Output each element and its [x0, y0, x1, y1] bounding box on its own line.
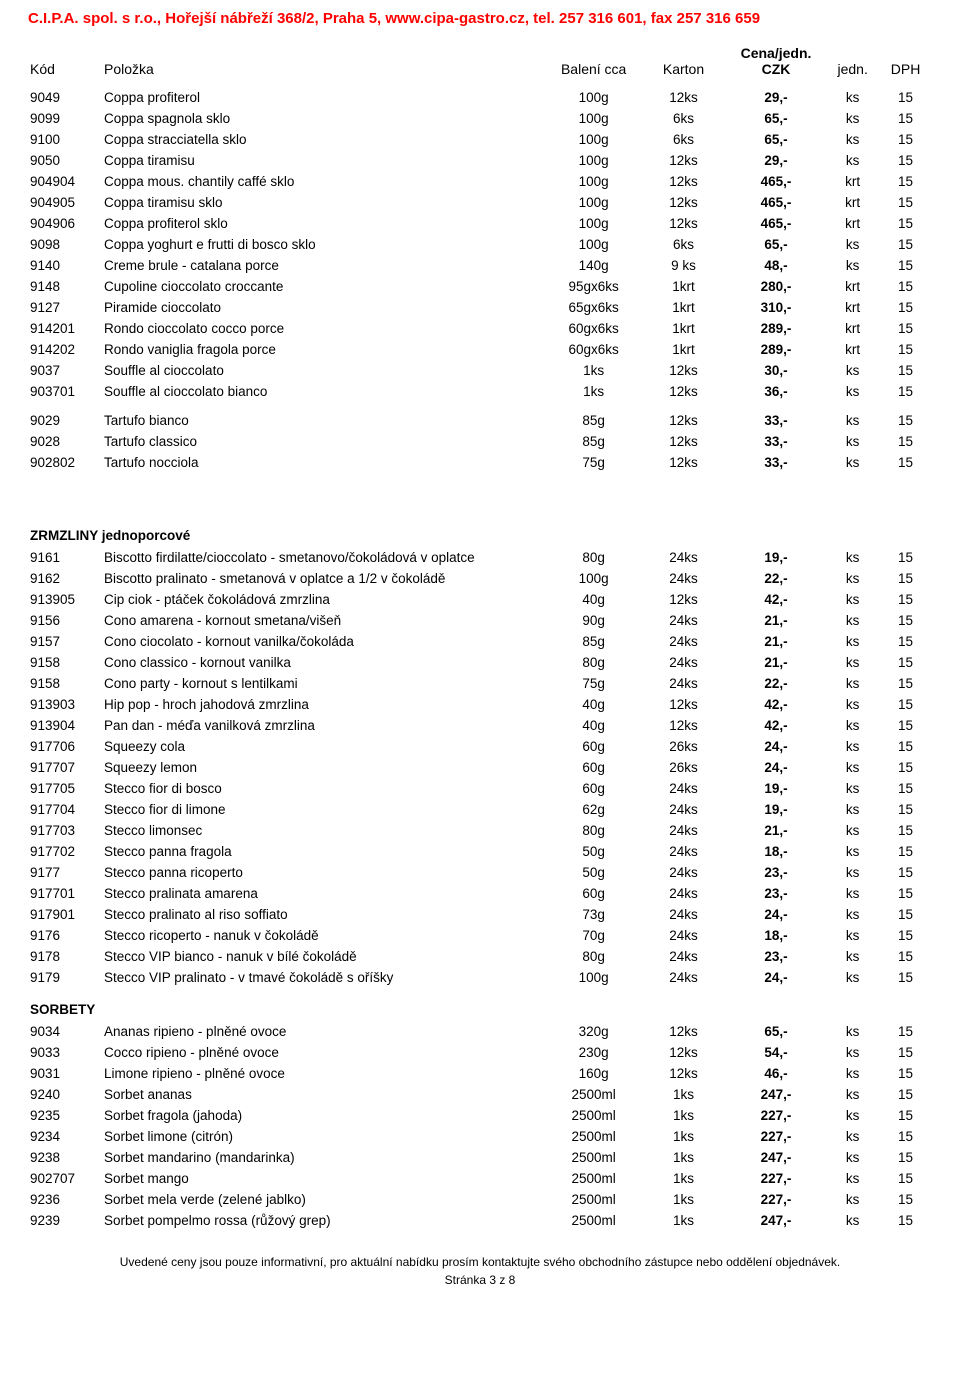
table-row: 917703Stecco limonsec80g24ks21,-ks15	[28, 820, 932, 841]
col-polozka: Položka	[102, 41, 546, 87]
table-row: 913904Pan dan - méďa vanilková zmrzlina4…	[28, 715, 932, 736]
table-row: 904904Coppa mous. chantily caffé sklo100…	[28, 171, 932, 192]
table-row: 9098Coppa yoghurt e frutti di bosco sklo…	[28, 234, 932, 255]
table-row: 9049Coppa profiterol100g12ks29,-ks15	[28, 87, 932, 108]
table-row: 914201Rondo cioccolato cocco porce60gx6k…	[28, 318, 932, 339]
table-row: 9162Biscotto pralinato - smetanová v opl…	[28, 568, 932, 589]
table-row: 903701Souffle al cioccolato bianco1ks12k…	[28, 381, 932, 402]
table-row: 9033Cocco ripieno - plněné ovoce230g12ks…	[28, 1042, 932, 1063]
table-row: 9177Stecco panna ricoperto50g24ks23,-ks1…	[28, 862, 932, 883]
table-row: 9234Sorbet limone (citrón)2500ml1ks227,-…	[28, 1126, 932, 1147]
table-row: 9028Tartufo classico85g12ks33,-ks15	[28, 431, 932, 452]
table-row: 917901Stecco pralinato al riso soffiato7…	[28, 904, 932, 925]
table-row: 9161Biscotto firdilatte/cioccolato - sme…	[28, 547, 932, 568]
table-row: 917701Stecco pralinata amarena60g24ks23,…	[28, 883, 932, 904]
col-jedn: jedn.	[826, 41, 879, 87]
table-row: 9178Stecco VIP bianco - nanuk v bílé čok…	[28, 946, 932, 967]
col-kod: Kód	[28, 41, 102, 87]
table-row: 9050Coppa tiramisu100g12ks29,-ks15	[28, 150, 932, 171]
price-table: Kód Položka Balení cca Karton Cena/jedn.…	[28, 41, 932, 1231]
table-row: 9176Stecco ricoperto - nanuk v čokoládě7…	[28, 925, 932, 946]
table-row: 913905Cip ciok - ptáček čokoládová zmrzl…	[28, 589, 932, 610]
footer-note: Uvedené ceny jsou pouze informativní, pr…	[28, 1253, 932, 1271]
table-row: 917706Squeezy cola60g26ks24,-ks15	[28, 736, 932, 757]
table-row: 9158Cono party - kornout s lentilkami75g…	[28, 673, 932, 694]
table-row: 9236Sorbet mela verde (zelené jablko)250…	[28, 1189, 932, 1210]
table-row: 917707Squeezy lemon60g26ks24,-ks15	[28, 757, 932, 778]
table-row: 9179Stecco VIP pralinato - v tmavé čokol…	[28, 967, 932, 988]
table-row: 9100Coppa stracciatella sklo100g6ks65,-k…	[28, 129, 932, 150]
page-header: C.I.P.A. spol. s r.o., Hořejší nábřeží 3…	[28, 10, 932, 27]
table-row: 9127Piramide cioccolato65gx6ks1krt310,-k…	[28, 297, 932, 318]
table-row: 902802Tartufo nocciola75g12ks33,-ks15	[28, 452, 932, 473]
table-row: 9238Sorbet mandarino (mandarinka)2500ml1…	[28, 1147, 932, 1168]
table-row: 9156Cono amarena - kornout smetana/višeň…	[28, 610, 932, 631]
table-row: 9158Cono classico - kornout vanilka80g24…	[28, 652, 932, 673]
col-cena: Cena/jedn.CZK	[726, 41, 826, 87]
table-row: 9099Coppa spagnola sklo100g6ks65,-ks15	[28, 108, 932, 129]
table-row: 904905Coppa tiramisu sklo100g12ks465,-kr…	[28, 192, 932, 213]
table-row: 917702Stecco panna fragola50g24ks18,-ks1…	[28, 841, 932, 862]
table-row: 913903Hip pop - hroch jahodová zmrzlina4…	[28, 694, 932, 715]
footer: Uvedené ceny jsou pouze informativní, pr…	[28, 1253, 932, 1289]
table-row: 9029Tartufo bianco85g12ks33,-ks15	[28, 410, 932, 431]
col-dph: DPH	[879, 41, 932, 87]
table-row: 9235Sorbet fragola (jahoda)2500ml1ks227,…	[28, 1105, 932, 1126]
table-row: 917705Stecco fior di bosco60g24ks19,-ks1…	[28, 778, 932, 799]
table-row: 917704Stecco fior di limone62g24ks19,-ks…	[28, 799, 932, 820]
col-baleni: Balení cca	[546, 41, 641, 87]
table-row: 9031Limone ripieno - plněné ovoce160g12k…	[28, 1063, 932, 1084]
table-row: 9157Cono ciocolato - kornout vanilka/čok…	[28, 631, 932, 652]
footer-page: Stránka 3 z 8	[28, 1271, 932, 1289]
table-row: 902707Sorbet mango2500ml1ks227,-ks15	[28, 1168, 932, 1189]
col-karton: Karton	[641, 41, 726, 87]
table-row: 904906Coppa profiterol sklo100g12ks465,-…	[28, 213, 932, 234]
table-row: 9140Creme brule - catalana porce140g9 ks…	[28, 255, 932, 276]
section-header: ZRMZLINY jednoporcové	[28, 473, 932, 547]
table-row: 914202Rondo vaniglia fragola porce60gx6k…	[28, 339, 932, 360]
table-row: 9239Sorbet pompelmo rossa (růžový grep)2…	[28, 1210, 932, 1231]
table-header-row: Kód Položka Balení cca Karton Cena/jedn.…	[28, 41, 932, 87]
table-row: 9240Sorbet ananas2500ml1ks247,-ks15	[28, 1084, 932, 1105]
table-row: 9148Cupoline cioccolato croccante95gx6ks…	[28, 276, 932, 297]
table-row: 9034Ananas ripieno - plněné ovoce320g12k…	[28, 1021, 932, 1042]
table-row: 9037Souffle al cioccolato1ks12ks30,-ks15	[28, 360, 932, 381]
section-header: SORBETY	[28, 988, 932, 1021]
